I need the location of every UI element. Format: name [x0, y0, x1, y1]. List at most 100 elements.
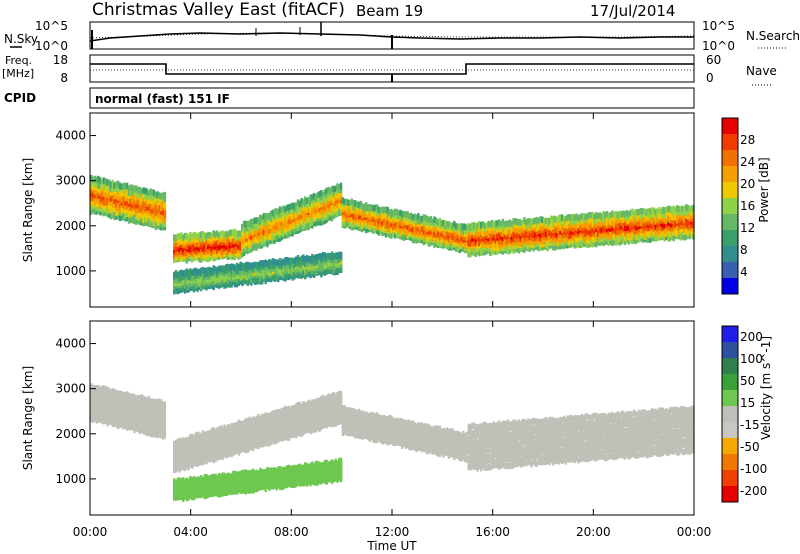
- echo-cell: [100, 406, 104, 414]
- echo-cell: [241, 237, 244, 244]
- echo-cell: [201, 442, 205, 449]
- echo-cell: [564, 228, 567, 236]
- echo-cell: [210, 431, 214, 438]
- echo-cell: [295, 256, 298, 264]
- echo-cell: [154, 399, 158, 406]
- echo-cell: [215, 246, 219, 253]
- echo-cell: [140, 203, 143, 211]
- echo-cell: [683, 223, 686, 230]
- echo-cell: [296, 259, 300, 266]
- echo-cell: [668, 210, 672, 217]
- echo-cell: [614, 216, 618, 224]
- echo-cell: [625, 213, 629, 221]
- echo-cell: [517, 239, 521, 247]
- echo-cell: [134, 209, 138, 217]
- echo-cell: [255, 418, 258, 426]
- echo-cell: [129, 204, 132, 211]
- echo-cell: [481, 246, 485, 253]
- echo-cell: [528, 222, 532, 229]
- echo-cell: [246, 279, 249, 286]
- echo-cell: [309, 271, 312, 279]
- echo-cell: [269, 429, 273, 436]
- echo-cell: [173, 256, 176, 263]
- echo-cell: [314, 426, 318, 433]
- echo-cell: [302, 199, 305, 206]
- echo-cell: [173, 271, 176, 279]
- echo-cell: [663, 231, 666, 238]
- echo-cell: [174, 240, 178, 247]
- echo-cell: [131, 405, 134, 413]
- echo-cell: [625, 232, 629, 240]
- echo-cell: [640, 213, 643, 220]
- echo-cell: [142, 401, 145, 408]
- echo-cell: [582, 221, 585, 228]
- echo-cell: [183, 460, 187, 468]
- echo-cell: [302, 262, 305, 269]
- echo-cell: [409, 225, 413, 232]
- echo-cell: [303, 215, 307, 222]
- echo-cell: [207, 242, 210, 249]
- echo-cell: [192, 434, 196, 442]
- echo-cell: [352, 223, 355, 231]
- echo-cell: [602, 210, 605, 218]
- echo-cell: [339, 193, 343, 200]
- echo-cell: [490, 219, 494, 227]
- echo-cell: [573, 221, 576, 229]
- echo-cell: [352, 218, 355, 225]
- echo-cell: [498, 230, 501, 238]
- echo-cell: [93, 175, 96, 183]
- echo-cell: [138, 214, 141, 222]
- echo-cell: [158, 403, 161, 411]
- echo-cell: [314, 214, 318, 221]
- echo-cell: [366, 204, 370, 211]
- echo-cell: [145, 207, 149, 215]
- echo-cell: [122, 423, 125, 430]
- echo-cell: [185, 252, 188, 259]
- echo-cell: [196, 240, 199, 248]
- echo-cell: [393, 212, 397, 219]
- echo-cell: [239, 274, 242, 281]
- echo-cell: [264, 274, 267, 282]
- echo-cell: [496, 220, 499, 227]
- echo-cell: [116, 201, 120, 209]
- echo-cell: [672, 205, 675, 212]
- echo-cell: [129, 211, 132, 219]
- echo-cell: [298, 224, 301, 231]
- echo-cell: [136, 415, 140, 422]
- echo-cell: [280, 426, 284, 433]
- echo-cell: [248, 226, 251, 234]
- echo-cell: [422, 224, 425, 232]
- echo-cell: [215, 233, 219, 241]
- echo-cell: [598, 219, 602, 227]
- echo-cell: [634, 223, 638, 231]
- colorbar-tick-label: 4: [740, 265, 748, 279]
- echo-cell: [316, 199, 319, 207]
- echo-cell: [260, 426, 264, 434]
- echo-cell: [514, 218, 517, 225]
- echo-cell: [618, 239, 621, 246]
- echo-cell: [613, 238, 616, 245]
- echo-cell: [286, 262, 289, 270]
- echo-cell: [138, 427, 141, 435]
- echo-cell: [125, 202, 129, 210]
- echo-cell: [158, 430, 161, 438]
- echo-cell: [472, 229, 476, 236]
- echo-cell: [134, 185, 138, 192]
- echo-cell: [546, 244, 549, 252]
- echo-cell: [277, 423, 280, 430]
- echo-cell: [140, 211, 143, 219]
- echo-cell: [230, 275, 233, 283]
- echo-cell: [284, 428, 287, 435]
- echo-cell: [251, 218, 255, 226]
- echo-cell: [295, 403, 298, 410]
- echo-cell: [129, 208, 132, 215]
- echo-cell: [156, 202, 159, 209]
- echo-cell: [539, 231, 542, 239]
- echo-cell: [298, 270, 302, 278]
- echo-cell: [268, 423, 271, 430]
- echo-cell: [271, 235, 274, 242]
- echo-cell: [111, 201, 114, 208]
- echo-cell: [115, 185, 118, 192]
- echo-cell: [341, 219, 345, 226]
- echo-cell: [237, 250, 240, 258]
